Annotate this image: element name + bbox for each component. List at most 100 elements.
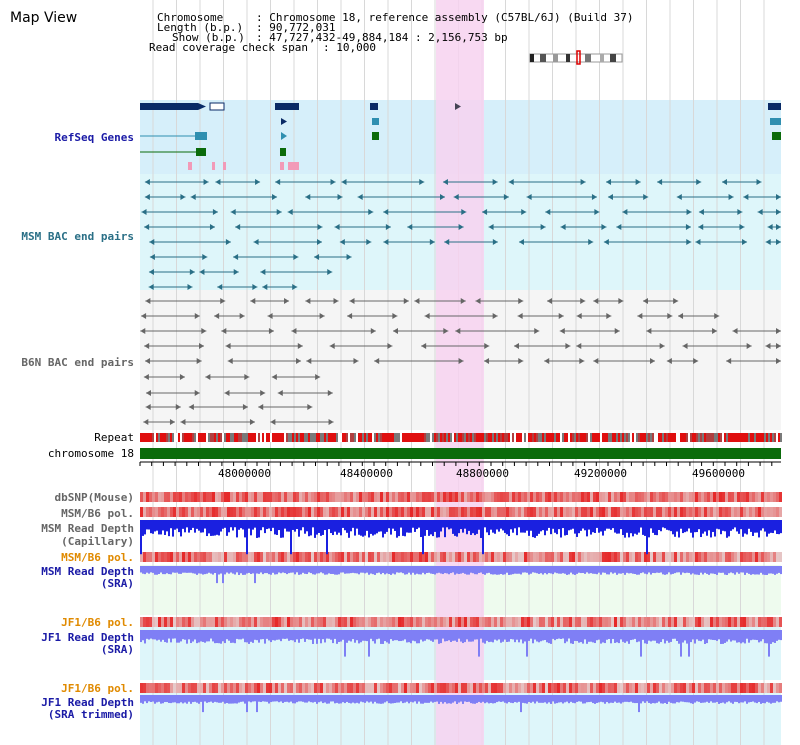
track-label-jf1-depth-trimmed-1[interactable]: JF1 Read Depth bbox=[41, 696, 134, 709]
read-depth-bar bbox=[424, 566, 426, 575]
read-depth-bar bbox=[728, 520, 730, 537]
repeat-segment bbox=[360, 433, 362, 442]
heatmap-cell bbox=[521, 552, 524, 562]
track-label-msm-depth-capillary-1[interactable]: MSM Read Depth bbox=[41, 522, 134, 535]
read-depth-bar bbox=[706, 630, 708, 644]
heatmap-cell bbox=[707, 683, 710, 693]
read-depth-bar bbox=[392, 520, 394, 529]
heatmap-cell bbox=[308, 552, 311, 562]
heatmap-cell bbox=[572, 492, 575, 502]
read-depth-bar bbox=[298, 695, 300, 702]
read-depth-bar bbox=[712, 630, 714, 640]
bac-end-marker bbox=[767, 224, 773, 230]
repeat-segment bbox=[726, 433, 728, 442]
heatmap-cell bbox=[278, 492, 281, 502]
heatmap-cell bbox=[554, 617, 557, 627]
heatmap-cell bbox=[671, 617, 674, 627]
heatmap-cell bbox=[257, 617, 260, 627]
read-depth-bar bbox=[172, 695, 174, 703]
heatmap-cell bbox=[233, 617, 236, 627]
repeat-segment bbox=[448, 433, 450, 442]
repeat-segment bbox=[566, 433, 568, 442]
read-depth-bar bbox=[212, 566, 214, 575]
heatmap-cell bbox=[305, 507, 308, 517]
bac-end-marker bbox=[337, 194, 343, 200]
read-depth-bar bbox=[316, 520, 318, 535]
track-label-msm-b6-pol-2[interactable]: MSM/B6 pol. bbox=[61, 551, 134, 564]
heatmap-cell bbox=[302, 492, 305, 502]
read-depth-bar bbox=[758, 695, 760, 702]
track-label-msm-b6-pol-1[interactable]: MSM/B6 pol. bbox=[61, 507, 134, 520]
bac-end-marker bbox=[305, 298, 311, 304]
read-depth-bar bbox=[444, 630, 446, 642]
heatmap-cell bbox=[173, 617, 176, 627]
read-depth-bar bbox=[564, 566, 566, 574]
heatmap-cell bbox=[164, 507, 167, 517]
read-depth-bar bbox=[768, 520, 770, 534]
track-label-jf1-depth-sra-1[interactable]: JF1 Read Depth bbox=[41, 631, 134, 644]
bac-end-marker bbox=[284, 298, 290, 304]
read-depth-bar bbox=[558, 695, 560, 703]
heatmap-cell bbox=[668, 683, 671, 693]
read-depth-bar bbox=[378, 520, 380, 532]
track-label-jf1-b6-pol-2[interactable]: JF1/B6 pol. bbox=[61, 682, 134, 695]
read-depth-bar bbox=[224, 630, 226, 644]
read-depth-bar bbox=[446, 566, 448, 574]
read-depth-bar bbox=[446, 695, 448, 704]
heatmap-cell bbox=[362, 492, 365, 502]
read-depth-bar bbox=[582, 566, 584, 573]
read-depth-bar bbox=[158, 520, 160, 535]
heatmap-cell bbox=[317, 492, 320, 502]
read-depth-bar bbox=[316, 566, 318, 574]
read-depth-bar bbox=[514, 630, 516, 643]
repeat-segment bbox=[440, 433, 442, 442]
repeat-segment bbox=[636, 433, 638, 442]
track-label-jf1-b6-pol-1[interactable]: JF1/B6 pol. bbox=[61, 616, 134, 629]
heatmap-cell bbox=[527, 492, 530, 502]
heatmap-cell bbox=[755, 683, 758, 693]
heatmap-cell bbox=[767, 552, 770, 562]
heatmap-cell bbox=[356, 507, 359, 517]
repeat-segment bbox=[544, 433, 546, 442]
bac-end-marker bbox=[743, 194, 749, 200]
read-depth-bar bbox=[766, 695, 768, 702]
heatmap-cell bbox=[164, 492, 167, 502]
read-depth-bar bbox=[648, 695, 650, 703]
heatmap-cell bbox=[716, 683, 719, 693]
heatmap-cell bbox=[248, 617, 251, 627]
read-depth-bar bbox=[322, 695, 324, 704]
heatmap-cell bbox=[650, 492, 653, 502]
read-depth-bar bbox=[580, 695, 582, 702]
read-depth-bar bbox=[598, 566, 600, 573]
heatmap-cell bbox=[506, 507, 509, 517]
read-depth-bar bbox=[504, 695, 506, 703]
read-depth-bar bbox=[150, 520, 152, 534]
repeat-segment bbox=[684, 433, 686, 442]
track-label-msm-bac[interactable]: MSM BAC end pairs bbox=[21, 230, 134, 243]
track-label-b6n-bac[interactable]: B6N BAC end pairs bbox=[21, 356, 134, 369]
read-depth-bar bbox=[514, 695, 516, 703]
bac-end-marker bbox=[249, 419, 255, 425]
bac-end-marker bbox=[143, 374, 149, 380]
track-label-refseq-genes[interactable]: RefSeq Genes bbox=[54, 131, 134, 144]
repeat-segment bbox=[140, 433, 142, 442]
read-depth-bar bbox=[570, 520, 572, 530]
heatmap-cell bbox=[404, 617, 407, 627]
track-label-msm-depth-sra-1[interactable]: MSM Read Depth bbox=[41, 565, 134, 578]
read-depth-bar bbox=[192, 566, 194, 574]
heatmap-cell bbox=[257, 683, 260, 693]
read-depth-bar bbox=[544, 695, 546, 703]
heatmap-cell bbox=[323, 507, 326, 517]
heatmap-cell bbox=[476, 683, 479, 693]
read-depth-bar bbox=[268, 630, 270, 641]
repeat-segment bbox=[252, 433, 254, 442]
read-depth-bar bbox=[466, 695, 468, 702]
heatmap-cell bbox=[593, 552, 596, 562]
read-depth-bar bbox=[264, 520, 266, 534]
read-depth-bar bbox=[766, 630, 768, 644]
read-depth-bar bbox=[664, 695, 666, 703]
track-label-dbsnp[interactable]: dbSNP(Mouse) bbox=[54, 491, 134, 504]
read-depth-bar bbox=[568, 630, 570, 639]
read-depth-bar bbox=[172, 520, 174, 537]
